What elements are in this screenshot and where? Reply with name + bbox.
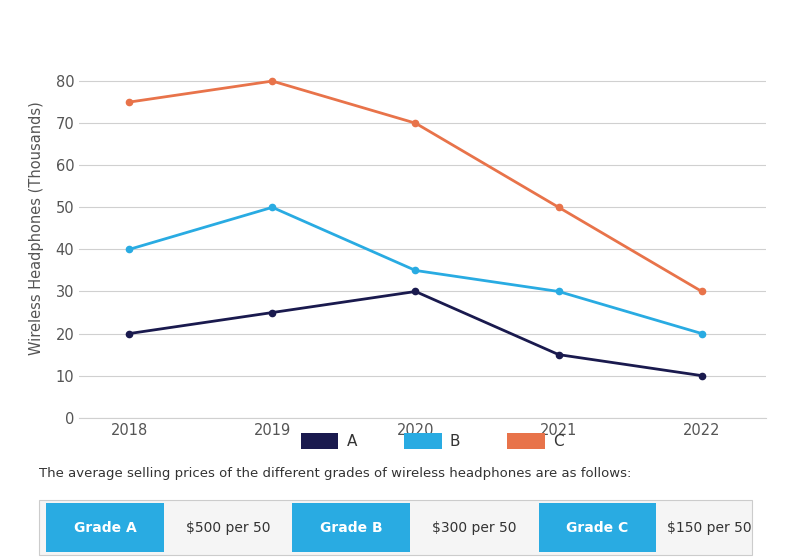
Bar [404,433,442,449]
Text: Grade C: Grade C [566,521,628,535]
Y-axis label: Wireless Headphones (Thousands): Wireless Headphones (Thousands) [29,101,44,355]
Text: B: B [450,434,461,449]
Bar [292,504,410,552]
Bar [47,504,164,552]
Text: $150 per 50: $150 per 50 [667,521,751,535]
Bar [507,433,544,449]
Text: A: A [347,434,357,449]
Text: Grade B: Grade B [320,521,382,535]
Text: Grade A: Grade A [73,521,137,535]
Text: $500 per 50: $500 per 50 [186,521,270,535]
Bar [301,433,338,449]
Text: C: C [553,434,563,449]
Bar [539,504,656,552]
Text: The average selling prices of the different grades of wireless headphones are as: The average selling prices of the differ… [39,467,631,480]
FancyBboxPatch shape [39,500,751,555]
Text: $300 per 50: $300 per 50 [432,521,517,535]
